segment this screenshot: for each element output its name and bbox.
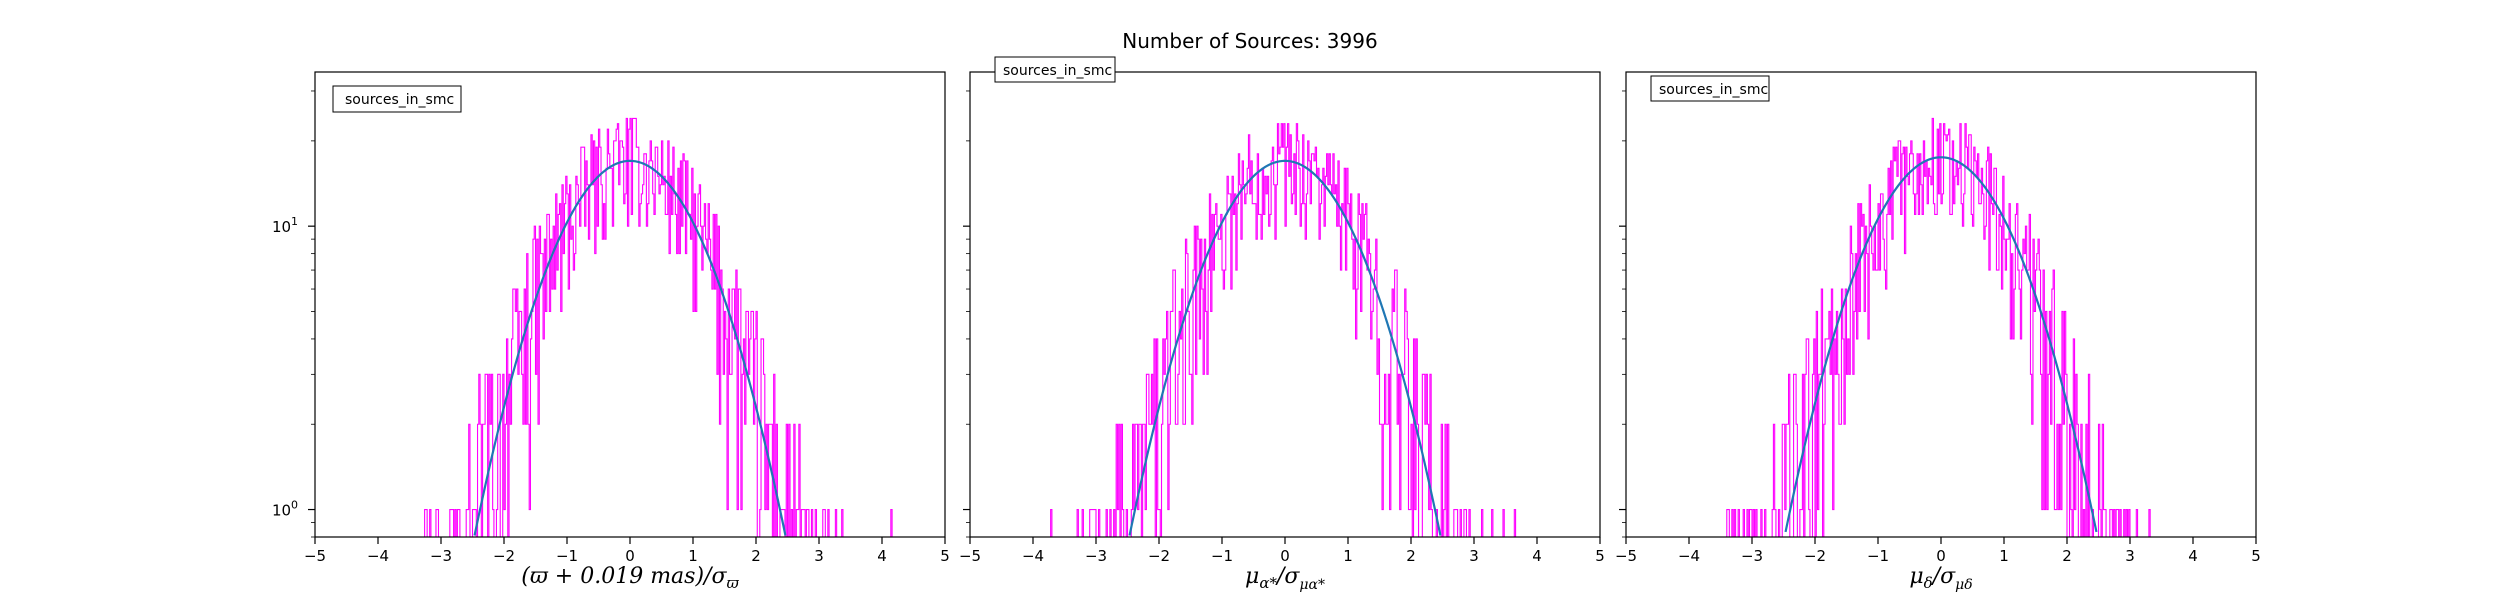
panel-3-xlabel: μδ/σμδ <box>1909 564 1972 593</box>
panel-2-histogram-bars <box>970 123 1600 537</box>
x-tick-label: 0 <box>625 547 635 565</box>
x-tick-label: 5 <box>940 547 950 565</box>
panel-3-yticks <box>1619 90 1626 538</box>
x-tick-label: 1 <box>1343 547 1353 565</box>
x-tick-label: −4 <box>1022 547 1044 565</box>
panel-3-xticks: −5 −4 −3 −2 −1 0 1 2 3 4 5 <box>1615 537 2261 565</box>
x-tick-label: −5 <box>304 547 326 565</box>
y-tick-label: 100 <box>272 499 298 520</box>
x-tick-label: −2 <box>1804 547 1826 565</box>
panel-3-legend: sources_in_smc <box>1659 82 1768 98</box>
x-tick-label: 5 <box>2251 547 2261 565</box>
x-tick-label: 2 <box>751 547 761 565</box>
panel-1-frame <box>314 71 946 538</box>
x-tick-label: −2 <box>493 547 515 565</box>
x-tick-label: 1 <box>1999 547 2009 565</box>
panel-2-yticks <box>963 90 970 538</box>
x-tick-label: −5 <box>1615 547 1637 565</box>
panel-1-legend-box <box>332 85 462 113</box>
y-tick-label: 101 <box>272 215 298 236</box>
x-tick-label: −3 <box>1085 547 1107 565</box>
panel-1-histogram <box>315 117 945 537</box>
panel-2-histogram <box>970 123 1600 537</box>
x-tick-label: 1 <box>688 547 698 565</box>
panel-1-xticks: −5 −4 −3 −2 −1 0 1 2 3 4 5 <box>304 537 950 565</box>
panel-1: −5 −4 −3 −2 −1 0 1 2 3 4 5 100 101 sources_in_smc (… <box>272 71 950 592</box>
panel-1-yticks: 100 101 <box>272 90 315 538</box>
x-tick-label: 4 <box>2188 547 2198 565</box>
panel-1-fit-curve <box>473 159 787 536</box>
panel-2-xlabel: μα*/σμα* <box>1245 564 1325 593</box>
x-tick-label: −3 <box>430 547 452 565</box>
panel-2-legend-box <box>994 56 1116 83</box>
x-tick-label: −1 <box>1867 547 1889 565</box>
panel-3-fit-curve <box>1784 156 2098 533</box>
x-tick-label: −5 <box>959 547 981 565</box>
panel-3-histogram <box>1626 117 2256 537</box>
x-tick-label: 4 <box>1532 547 1542 565</box>
x-tick-label: 5 <box>1595 547 1605 565</box>
x-tick-label: 4 <box>877 547 887 565</box>
x-tick-label: 0 <box>1936 547 1946 565</box>
x-tick-label: −4 <box>367 547 389 565</box>
x-tick-label: −2 <box>1148 547 1170 565</box>
x-tick-label: 3 <box>2125 547 2135 565</box>
panel-3-fit <box>1784 156 2098 533</box>
chart-title: Number of Sources: 3996 <box>1122 29 1377 53</box>
panel-1-fit <box>473 159 787 536</box>
x-tick-label: −4 <box>1678 547 1700 565</box>
panel-1-legend: sources_in_smc <box>345 92 454 108</box>
panel-1-histogram-bars <box>315 117 945 537</box>
panel-2-fit <box>1128 159 1442 536</box>
x-tick-label: −1 <box>556 547 578 565</box>
x-tick-label: −3 <box>1741 547 1763 565</box>
x-tick-label: 0 <box>1280 547 1290 565</box>
panel-3-legend-box <box>1650 75 1770 102</box>
panel-2-fit-curve <box>1128 159 1442 536</box>
panel-2: −5 −4 −3 −2 −1 0 1 2 3 4 5 sources_in_smc μα*/σμα* <box>959 56 1605 593</box>
panel-3: −5 −4 −3 −2 −1 0 1 2 3 4 5 sources_in_smc μδ/σμδ <box>1615 71 2261 593</box>
panel-3-histogram-bars <box>1626 117 2256 537</box>
panel-2-xticks: −5 −4 −3 −2 −1 0 1 2 3 4 5 <box>959 537 1605 565</box>
panel-1-xlabel: (ϖ + 0.019 mas)/σϖ <box>521 564 739 592</box>
x-tick-label: 3 <box>814 547 824 565</box>
x-tick-label: 3 <box>1469 547 1479 565</box>
x-tick-label: 2 <box>1406 547 1416 565</box>
x-tick-label: −1 <box>1211 547 1233 565</box>
panel-2-legend: sources_in_smc <box>1003 63 1112 79</box>
x-tick-label: 2 <box>2062 547 2072 565</box>
